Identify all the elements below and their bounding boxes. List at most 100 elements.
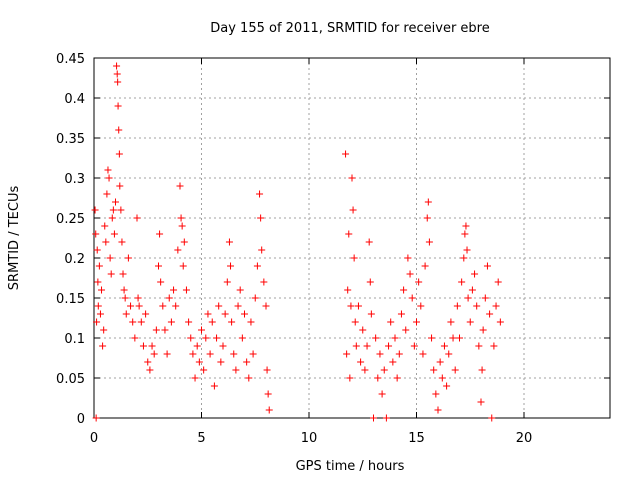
- data-point: [156, 230, 164, 238]
- data-point: [490, 342, 498, 350]
- data-point: [189, 350, 197, 358]
- data-point: [92, 414, 100, 422]
- y-tick-label: 0: [77, 412, 85, 427]
- data-point: [98, 286, 106, 294]
- data-point: [100, 326, 108, 334]
- data-point: [382, 414, 390, 422]
- data-point: [463, 246, 471, 254]
- data-point: [430, 366, 438, 374]
- y-tick-label: 0.2: [64, 252, 85, 267]
- data-point: [92, 230, 100, 238]
- data-point: [182, 286, 190, 294]
- data-point: [417, 302, 425, 310]
- data-point: [115, 126, 123, 134]
- data-point: [191, 374, 199, 382]
- data-point: [102, 238, 110, 246]
- data-point: [464, 294, 472, 302]
- data-point: [155, 262, 162, 270]
- data-point: [410, 342, 418, 350]
- data-point: [438, 374, 446, 382]
- data-point: [135, 302, 143, 310]
- data-point: [251, 294, 259, 302]
- data-point: [443, 382, 451, 390]
- data-point: [408, 294, 416, 302]
- data-point: [94, 278, 102, 286]
- data-point: [120, 286, 128, 294]
- data-point: [260, 278, 268, 286]
- data-point: [466, 318, 474, 326]
- data-point: [113, 62, 121, 70]
- data-point: [447, 318, 455, 326]
- data-point: [346, 374, 354, 382]
- data-point: [105, 174, 113, 182]
- x-axis-label: GPS time / hours: [296, 459, 405, 474]
- data-point: [93, 246, 101, 254]
- data-point: [245, 374, 253, 382]
- data-point: [202, 334, 210, 342]
- data-point: [238, 334, 246, 342]
- data-point: [124, 254, 132, 262]
- data-point: [94, 302, 102, 310]
- data-point: [108, 214, 116, 222]
- data-point: [193, 342, 201, 350]
- data-point: [479, 326, 487, 334]
- data-point: [453, 302, 461, 310]
- data-point: [99, 342, 107, 350]
- data-point: [389, 358, 397, 366]
- data-point: [170, 286, 178, 294]
- x-tick-label: 15: [408, 431, 425, 446]
- data-point: [210, 382, 218, 390]
- data-point: [101, 222, 109, 230]
- data-point: [217, 358, 225, 366]
- data-point: [113, 70, 121, 78]
- data-point: [494, 278, 502, 286]
- data-point: [415, 278, 423, 286]
- data-point: [133, 214, 141, 222]
- data-point: [163, 350, 171, 358]
- data-point: [256, 190, 264, 198]
- data-point: [361, 366, 369, 374]
- data-point: [215, 302, 223, 310]
- data-point: [440, 342, 448, 350]
- data-point: [134, 294, 142, 302]
- data-point: [107, 270, 115, 278]
- data-point: [423, 214, 431, 222]
- y-tick-label: 0.25: [56, 212, 85, 227]
- data-point: [114, 102, 122, 110]
- data-point: [391, 334, 399, 342]
- data-point: [236, 286, 244, 294]
- data-point: [119, 270, 127, 278]
- data-point: [370, 414, 377, 422]
- data-point: [406, 270, 414, 278]
- data-point: [483, 262, 491, 270]
- data-point: [241, 310, 248, 318]
- data-point: [421, 262, 429, 270]
- data-point: [460, 254, 468, 262]
- data-point: [352, 342, 360, 350]
- data-point: [492, 302, 500, 310]
- data-point: [185, 318, 193, 326]
- data-point: [152, 326, 160, 334]
- data-point: [200, 366, 208, 374]
- data-point: [387, 318, 395, 326]
- data-point: [366, 278, 374, 286]
- data-point: [378, 390, 386, 398]
- data-point: [434, 406, 442, 414]
- data-point: [350, 254, 358, 262]
- data-point: [110, 230, 118, 238]
- data-point: [477, 398, 485, 406]
- data-point: [402, 326, 410, 334]
- data-point: [385, 342, 393, 350]
- data-point: [243, 358, 251, 366]
- data-point: [425, 238, 433, 246]
- y-tick-label: 0.05: [56, 372, 85, 387]
- data-point: [167, 318, 175, 326]
- data-point: [179, 262, 187, 270]
- data-point: [496, 318, 504, 326]
- data-point: [234, 302, 242, 310]
- data-point: [253, 262, 261, 270]
- data-point: [258, 246, 266, 254]
- data-point: [116, 182, 124, 190]
